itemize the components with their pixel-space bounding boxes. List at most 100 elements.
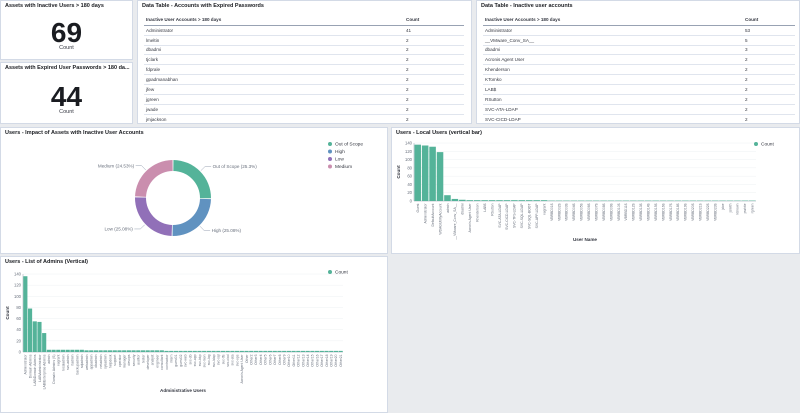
table-header-row: Inactive User Accounts > 180 days Count [483,15,795,26]
cell-count: 53 [743,25,795,36]
table-row[interactable]: SVC-ATA-LDAP 2 [483,104,795,115]
column-header-count[interactable]: Count [743,15,795,26]
panel-title: Assets with Expired User Passwords > 180… [5,65,130,71]
bar [319,350,324,352]
x-tick-label: dbadmin [94,354,98,367]
x-tick-label: netadmin [99,354,103,368]
column-header-count[interactable]: Count [404,15,464,26]
bar [56,349,61,352]
x-tick-label: Domain Admins (S) [52,355,56,384]
cell-user: jmjackson [144,114,404,123]
x-tick-label: WDAGUtilityAccount [438,203,442,234]
slice-label: Medium (24.53%) [98,163,135,168]
table-row[interactable]: fdprale 2 [144,64,464,76]
bar [183,350,188,352]
x-tick-label: VBRBD08$ [602,203,606,220]
y-tick-label: 40 [407,182,412,187]
cell-count: 2 [743,54,795,66]
legend-item: Low [335,157,344,163]
table-row[interactable]: tjclark 2 [144,54,464,66]
bar [60,349,66,352]
x-tick-label: Other4 [259,354,263,364]
slice-label: Out of Scope (25.3%) [213,164,258,169]
metric-value: 44 [50,81,83,112]
column-header-user[interactable]: Inactive User Accounts > 180 days [483,15,743,26]
x-tick-label: VBRBD07$ [594,203,598,220]
table-row[interactable]: jwade 2 [144,104,464,115]
x-tick-label: pwhite [743,203,747,213]
x-tick-label: VBRBD18$ [676,203,680,220]
bar [89,350,94,352]
table-row[interactable]: gpadmanabhan 2 [144,74,464,86]
table-row[interactable]: Administrator 53 [483,25,795,36]
bar [429,146,436,201]
bar [503,200,511,201]
bar [338,350,343,352]
x-tick-label: Other21 [339,354,343,366]
x-tick-label: security [132,354,136,366]
cell-count: 2 [404,114,464,123]
x-tick-label: Khenderson [475,203,479,221]
table-row[interactable]: Khenderson 2 [483,64,795,76]
bar [282,350,287,352]
table-row[interactable]: __VMware_Conv_SA__ 5 [483,35,795,46]
x-tick-label: analyst [151,354,155,365]
x-tick-label: __VMware_Conv_SA__ [453,203,457,240]
table-row[interactable]: SVC-CICD-LDAP 2 [483,114,795,123]
y-tick-label: 100 [405,157,413,162]
x-tick-label: manager [122,354,126,368]
bar [310,350,315,352]
x-tick-label: svc-mon [202,354,206,367]
bar [291,350,296,352]
cell-count: 2 [404,84,464,95]
bar [451,198,459,201]
table-row[interactable]: jmjackson 2 [144,114,464,123]
x-tick-label: Other18 [325,354,329,366]
x-tick-label: SVC-SQL-LDAP [520,203,524,229]
table-header-row: Inactive User Accounts > 180 days Count [144,15,464,26]
x-tick-label: Other9 [282,354,286,364]
table-row[interactable]: dbadmi 3 [483,45,795,56]
x-tick-label: Other14 [306,354,310,366]
y-tick-label: 80 [407,165,412,170]
x-tick-label: webadmin [85,354,89,370]
cell-user: SVC-ATA-LDAP [483,104,743,115]
table-row[interactable]: dbadmi 2 [144,45,464,56]
bar [459,199,466,201]
x-tick-label: Other7 [273,354,277,364]
slice-leader-line [135,165,147,171]
bar [178,350,183,352]
bar [258,350,263,352]
table-row[interactable]: jfew 2 [144,84,464,95]
column-header-user[interactable]: Inactive User Accounts > 180 days [144,15,404,26]
table-row[interactable]: Administrator 41 [144,25,464,36]
bar [164,350,169,352]
y-tick-label: 0 [410,199,413,204]
table-row[interactable]: LAB$ 2 [483,84,795,95]
table-row[interactable]: RSutton 2 [483,94,795,105]
x-tick-label: devops [127,354,131,365]
cell-user: tjclark [144,54,404,66]
bar [107,350,113,352]
cell-user: gpadmanabhan [144,74,404,86]
panel-title: Users - Impact of Assets with Inactive U… [5,130,144,136]
table-row[interactable]: Acronis Agent User 2 [483,54,795,66]
local-users-bar-chart: 0 20 40 60 80 100 120 140 Guest Administrator Defa… [396,141,774,243]
cell-user: jwade [144,104,404,115]
bar [192,350,197,352]
legend-item: Count [335,270,348,276]
table-row[interactable]: jgreen 2 [144,94,464,105]
table-row[interactable]: KTomko 2 [483,74,795,86]
x-tick-label: admin [47,354,51,363]
x-tick-label: svc-app [193,354,197,366]
y-tick-label: 80 [16,305,21,310]
bar [518,200,526,201]
x-tick-label: svc-sql [217,354,221,365]
bar [324,350,329,352]
cell-user: Acronis Agent User [483,54,743,66]
cell-count: 2 [743,104,795,115]
y-tick-label: 140 [405,141,413,146]
table-row[interactable]: lmeltin 2 [144,35,464,46]
x-tick-label: Other5 [264,354,268,364]
